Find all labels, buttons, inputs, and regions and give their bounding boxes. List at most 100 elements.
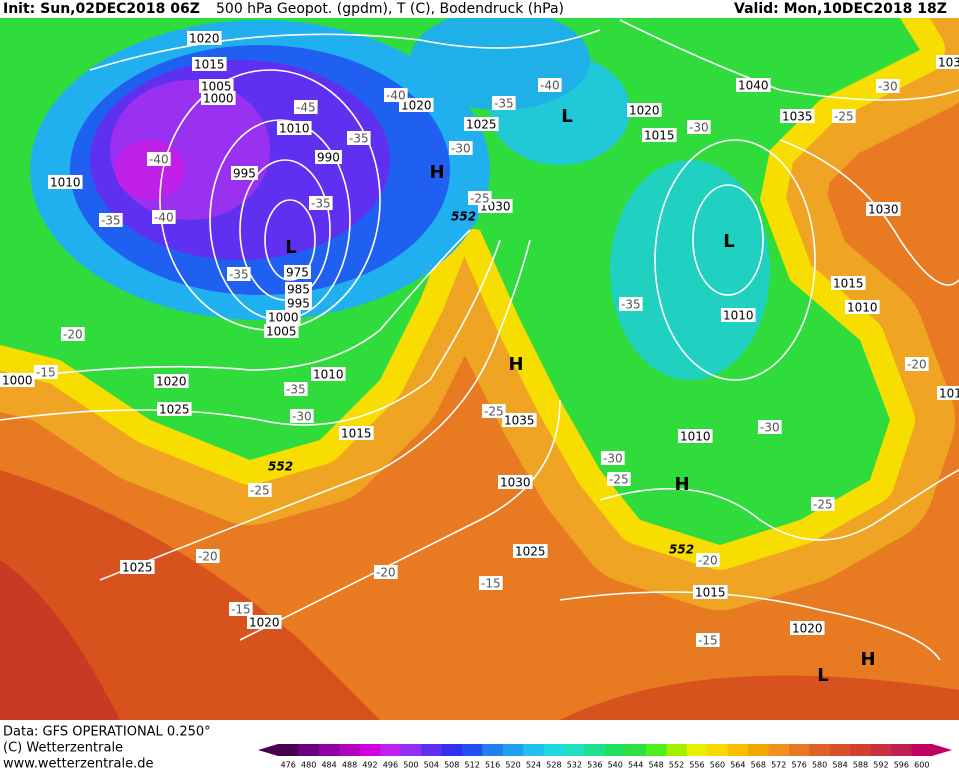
isobar-label: 1040	[738, 79, 769, 93]
colorbar-label: 596	[894, 761, 909, 770]
temperature-label-box	[227, 267, 251, 281]
pressure-center: H	[508, 354, 523, 375]
temperature-label-box	[538, 78, 562, 92]
isobar-label: 1010	[680, 430, 711, 444]
isobar-label-box	[642, 128, 677, 142]
isobar-label-box	[790, 621, 825, 635]
isobar-label-box	[231, 166, 258, 180]
isobar-label: 1020	[629, 104, 660, 118]
isobar-label-box	[201, 91, 236, 105]
temperature-label-box	[99, 213, 123, 227]
isobar-label: 1025	[466, 118, 497, 132]
isobar-label: 1010	[723, 309, 754, 323]
isobar-label: 1015	[833, 277, 864, 291]
isobar-label-box	[780, 109, 815, 123]
colorbar-swatch	[584, 744, 606, 756]
isobar-label-box	[831, 276, 866, 290]
temperature-label-box	[347, 131, 371, 145]
isobar-label-box	[315, 150, 342, 164]
isobar-label: 1010	[313, 368, 344, 382]
temperature-label-box	[811, 497, 835, 511]
map-field: 1020101510051000101010201025995990103097…	[0, 18, 959, 720]
isobar-label: 1030	[500, 476, 531, 490]
isobar-label: 1025	[515, 545, 546, 559]
colorbar-swatch	[686, 744, 708, 756]
colorbar-swatch	[788, 744, 810, 756]
colorbar-swatch	[421, 744, 442, 756]
colorbar-swatch	[891, 744, 913, 756]
field-warmest	[0, 560, 120, 720]
temperature-label: -30	[451, 142, 471, 156]
isobar-label-box	[264, 324, 299, 338]
temperature-label: -25	[250, 484, 270, 498]
colorbar-swatch	[911, 744, 933, 756]
temperature-label-box	[687, 120, 711, 134]
colorbar-label: 560	[710, 761, 725, 770]
isobar-label-box	[154, 374, 189, 388]
colorbar-label: 496	[383, 761, 398, 770]
colorbar-end	[932, 744, 952, 756]
temperature-label: -35	[494, 97, 514, 111]
isobar-label: 1015	[341, 427, 372, 441]
temperature-label: -30	[760, 421, 780, 435]
temperature-label-box	[468, 191, 492, 205]
temperature-label: -15	[231, 603, 251, 617]
map-labels: 1020101510051000101010201025995990103097…	[0, 31, 959, 686]
colorbar-label: 600	[914, 761, 929, 770]
temperature-label-box	[229, 602, 253, 616]
colorbar-swatch	[645, 744, 667, 756]
colorbar-label: 516	[485, 761, 500, 770]
colorbar-swatch	[564, 744, 586, 756]
temperature-label-box	[294, 100, 318, 114]
temperature-label: -40	[540, 79, 560, 93]
isobar-label-box	[120, 560, 155, 574]
isobar-label-box	[866, 202, 901, 216]
colorbar-label: 592	[873, 761, 888, 770]
temperature-label-box	[601, 451, 625, 465]
temperature-label-box	[374, 565, 398, 579]
contour-552-label: 552	[268, 460, 293, 474]
isobar-label: 985	[287, 283, 310, 297]
temperature-label: -15	[698, 634, 718, 648]
colorbar-swatch	[809, 744, 831, 756]
colorbar-label: 536	[587, 761, 602, 770]
valid-time: Valid: Mon,10DEC2018 18Z	[734, 1, 947, 17]
colorbar-end	[258, 744, 278, 756]
pressure-center: H	[860, 649, 875, 670]
colorbar-swatch	[400, 744, 422, 756]
colorbar-swatch	[829, 744, 851, 756]
isobar-label: 1020	[792, 622, 823, 636]
isobar-label: 1020	[156, 375, 187, 389]
field-warm	[560, 675, 959, 720]
colorbar-label: 484	[321, 761, 336, 770]
temperature-label: -20	[698, 554, 718, 568]
isobar-label: 1025	[159, 403, 190, 417]
isobar-label-box	[285, 296, 312, 310]
temperature-label-box	[449, 141, 473, 155]
isobar-label: 103	[938, 56, 959, 70]
temperature-label: -45	[296, 101, 316, 115]
isobar-label-box	[399, 98, 434, 112]
isobar-label: 1010	[847, 301, 878, 315]
colorbar-swatch	[543, 744, 565, 756]
isobar-label-box	[48, 175, 83, 189]
colorbar-label: 580	[812, 761, 827, 770]
colorbar-label: 508	[444, 761, 459, 770]
temperature-label-box	[290, 409, 314, 423]
colorbar-label: 504	[424, 761, 439, 770]
colorbar-swatch	[318, 744, 340, 756]
temperature-label: -40	[149, 153, 169, 167]
temperature-label: -30	[689, 121, 709, 135]
pressure-center: L	[561, 106, 572, 127]
temperature-label-box	[61, 327, 85, 341]
isobar-label-box	[285, 282, 312, 296]
colorbar-swatch	[339, 744, 361, 756]
temperature-label: -20	[907, 358, 927, 372]
colorbar-swatch	[707, 744, 729, 756]
colorbar-swatch	[502, 744, 524, 756]
temperature-label: -35	[229, 268, 249, 282]
temperature-label-box	[758, 420, 782, 434]
contour-552-label: 552	[669, 543, 694, 557]
colorbar-swatch	[441, 744, 463, 756]
